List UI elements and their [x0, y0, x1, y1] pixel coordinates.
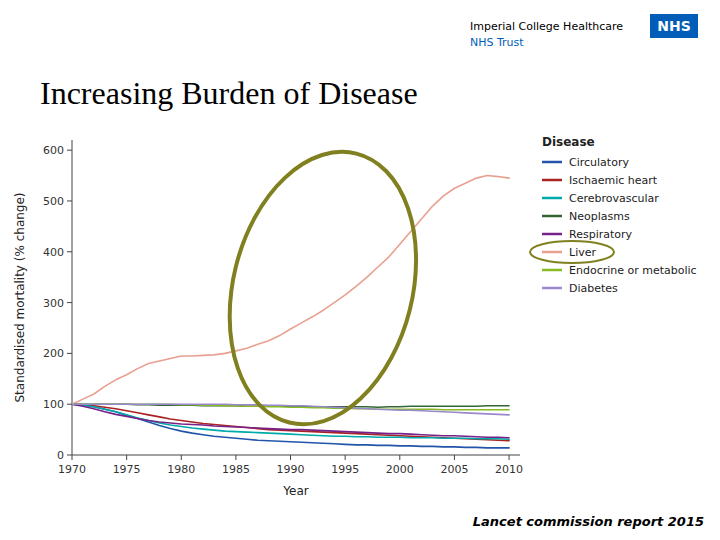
legend-swatch	[542, 269, 562, 272]
y-tick-label: 200	[43, 347, 64, 360]
x-axis-line	[72, 455, 520, 456]
x-axis-label: Year	[282, 484, 308, 498]
x-tick	[454, 455, 455, 460]
y-tick-label: 300	[43, 297, 64, 310]
x-tick	[290, 455, 291, 460]
annotation: NHS	[657, 18, 691, 34]
annotation: NHS Trust	[470, 36, 524, 49]
y-tick-label: 100	[43, 398, 64, 411]
background	[0, 0, 720, 540]
plot-lines	[72, 176, 509, 448]
x-tick	[235, 455, 236, 460]
legend-swatch	[542, 233, 562, 236]
x-tick-label: 1980	[167, 463, 195, 476]
legend-entry: Respiratory	[569, 228, 633, 241]
x-tick	[181, 455, 182, 460]
x-tick	[126, 455, 127, 460]
highlight-oval	[202, 132, 443, 444]
y-tick	[67, 200, 72, 201]
y-tick-label: 0	[57, 449, 64, 462]
legend-entry: Liver	[569, 246, 596, 259]
x-tick-label: 2010	[495, 463, 523, 476]
legend-swatch	[542, 197, 562, 200]
x-tick	[399, 455, 400, 460]
y-axis-line	[72, 140, 73, 455]
x-tick	[509, 455, 510, 460]
legend: Disease Circulatory Ischaemic heart Cerebro…	[530, 135, 697, 295]
y-tick	[67, 251, 72, 252]
x-tick-label: 1985	[222, 463, 250, 476]
y-tick	[67, 404, 72, 405]
x-tick-label: 1970	[58, 463, 86, 476]
legend-swatch	[542, 287, 562, 290]
x-tick-label: 2005	[440, 463, 468, 476]
legend-highlight	[530, 241, 614, 263]
legend-swatch	[542, 179, 562, 182]
x-tick-label: 1975	[113, 463, 141, 476]
legend-entry: Diabetes	[569, 282, 618, 295]
x-tick	[72, 455, 73, 460]
y-axis-label: Standardised mortality (% change)	[13, 192, 27, 402]
x-tick-label: 1990	[277, 463, 305, 476]
y-tick	[67, 353, 72, 354]
legend-swatch	[542, 215, 562, 218]
legend-title: Disease	[542, 135, 595, 149]
logo-box	[650, 14, 698, 38]
x-tick-label: 2000	[386, 463, 414, 476]
series-line	[72, 176, 509, 405]
y-tick-label: 500	[43, 195, 64, 208]
legend-entry: Ischaemic heart	[569, 174, 658, 187]
legend-swatch	[542, 161, 562, 164]
series-line	[72, 404, 509, 415]
title: Increasing Burden of Disease	[40, 75, 418, 111]
y-tick	[67, 455, 72, 456]
y-tick	[67, 302, 72, 303]
y-tick	[67, 150, 72, 151]
legend-entry: Neoplasms	[569, 210, 630, 223]
legend-entry: Circulatory	[569, 156, 629, 169]
y-tick-label: 400	[43, 246, 64, 259]
x-tick	[345, 455, 346, 460]
chart: 0 100 200 300 400 500 600 1970 1975 1980 1985 1990 1…	[0, 0, 720, 540]
legend-swatch	[542, 251, 562, 254]
legend-entry: Endocrine or metabolic	[569, 264, 697, 277]
y-tick-label: 600	[43, 144, 64, 157]
x-tick-label: 1995	[331, 463, 359, 476]
subtitle: Lancet commission report 2015	[473, 514, 704, 529]
series-line	[72, 404, 509, 448]
legend-entry: Cerebrovascular	[569, 192, 659, 205]
annotation: Imperial College Healthcare	[470, 20, 623, 33]
